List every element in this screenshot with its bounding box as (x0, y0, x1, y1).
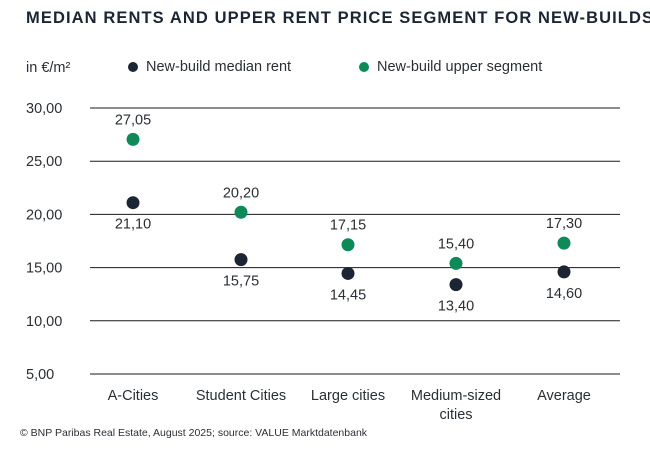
y-tick-label: 25,00 (26, 154, 62, 170)
legend-item-upper: New-build upper segment (359, 59, 542, 75)
median-rent-point (557, 265, 571, 279)
median-rent-data-label: 14,60 (546, 286, 582, 302)
upper-segment-data-label: 20,20 (223, 185, 259, 201)
upper-segment-point (341, 238, 355, 252)
legend-label-median: New-build median rent (146, 59, 292, 75)
x-category-label: Large cities (311, 388, 385, 404)
median-rent-data-label: 21,10 (115, 217, 151, 233)
upper-segment-point (557, 236, 571, 250)
upper-segment-data-label: 15,40 (438, 236, 474, 252)
legend-marker-upper (359, 62, 369, 72)
source-note: © BNP Paribas Real Estate, August 2025; … (20, 427, 368, 439)
upper-segment-point (449, 256, 463, 270)
median-rent-point (234, 253, 248, 267)
median-rent-point (449, 278, 463, 292)
upper-segment-data-label: 27,05 (115, 112, 151, 128)
y-tick-label: 30,00 (26, 101, 62, 117)
y-tick-label: 15,00 (26, 261, 62, 277)
upper-segment-data-label: 17,15 (330, 218, 366, 234)
upper-segment-point (234, 205, 248, 219)
x-category-label: A-Cities (108, 388, 159, 404)
y-axis-unit-label: in €/m² (26, 60, 71, 76)
y-tick-label: 5,00 (26, 367, 54, 383)
median-rent-point (126, 196, 140, 210)
upper-segment-data-label: 17,30 (546, 216, 582, 232)
y-tick-label: 10,00 (26, 314, 62, 330)
x-category-label: Medium-sized (411, 388, 501, 404)
x-category-label: Average (537, 388, 591, 404)
legend-marker-median (128, 62, 138, 72)
median-rent-data-label: 13,40 (438, 299, 474, 315)
upper-segment-point (126, 132, 140, 146)
x-category-label: cities (439, 407, 472, 423)
median-rent-data-label: 15,75 (223, 274, 259, 290)
x-category-label: Student Cities (196, 388, 286, 404)
median-rent-data-label: 14,45 (330, 287, 366, 303)
legend-label-upper: New-build upper segment (377, 59, 543, 75)
y-tick-label: 20,00 (26, 207, 62, 223)
chart-title: MEDIAN RENTS AND UPPER RENT PRICE SEGMEN… (26, 9, 650, 27)
median-rent-point (341, 266, 355, 280)
legend-item-median: New-build median rent (128, 59, 291, 75)
